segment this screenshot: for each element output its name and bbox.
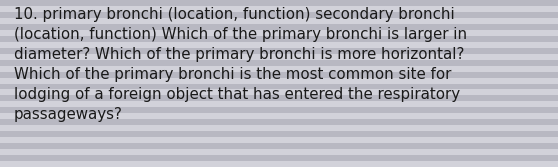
Bar <box>0 131 558 137</box>
Bar <box>0 72 558 77</box>
Bar <box>0 143 558 149</box>
Bar <box>0 161 558 167</box>
Text: 10. primary bronchi (location, function) secondary bronchi
(location, function) : 10. primary bronchi (location, function)… <box>14 7 467 122</box>
Bar <box>0 149 558 155</box>
Bar <box>0 119 558 125</box>
Bar <box>0 66 558 72</box>
Bar <box>0 101 558 107</box>
Bar <box>0 125 558 131</box>
Bar <box>0 0 558 6</box>
Bar <box>0 90 558 95</box>
Bar <box>0 77 558 84</box>
Bar <box>0 95 558 101</box>
Bar <box>0 84 558 90</box>
Bar <box>0 18 558 24</box>
Bar <box>0 36 558 42</box>
Bar <box>0 48 558 54</box>
Bar <box>0 60 558 66</box>
Bar <box>0 6 558 12</box>
Bar <box>0 30 558 36</box>
Bar <box>0 137 558 143</box>
Bar <box>0 12 558 18</box>
Bar <box>0 42 558 48</box>
Bar <box>0 155 558 161</box>
Bar <box>0 24 558 30</box>
Bar <box>0 107 558 113</box>
Bar <box>0 113 558 119</box>
Bar <box>0 54 558 60</box>
